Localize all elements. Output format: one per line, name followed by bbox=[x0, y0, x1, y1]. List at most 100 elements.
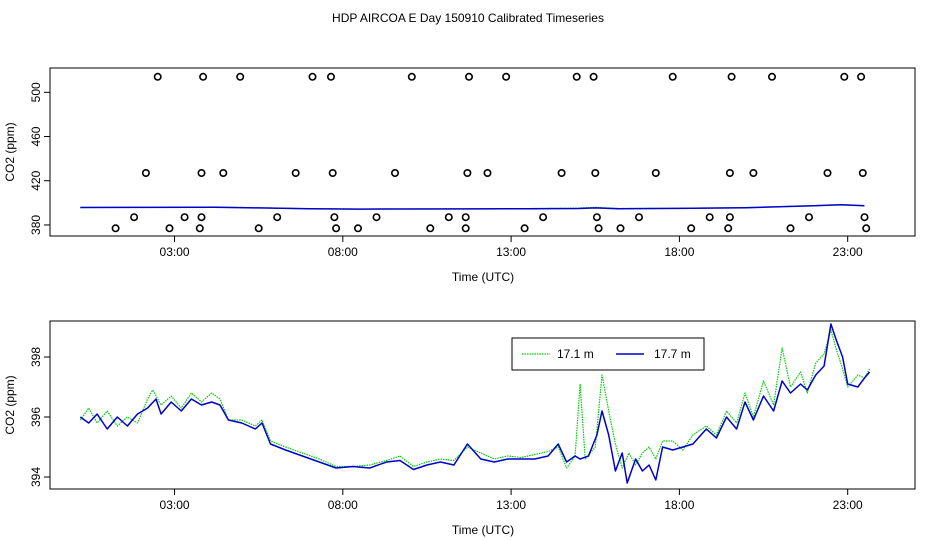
outlier-point bbox=[651, 169, 660, 178]
top-x-tick-label: 13:00 bbox=[496, 245, 526, 259]
outlier-point bbox=[180, 213, 189, 222]
figure-title: HDP AIRCOA E Day 150910 Calibrated Times… bbox=[332, 11, 604, 25]
outlier-point bbox=[860, 213, 869, 222]
outlier-point bbox=[589, 72, 598, 81]
legend-label-17-1m: 17.1 m bbox=[557, 347, 594, 361]
bottom-y-tick-label: 394 bbox=[29, 467, 43, 487]
top-x-tick-label: 18:00 bbox=[664, 245, 694, 259]
outlier-point bbox=[130, 213, 139, 222]
bottom-y-tick-label: 396 bbox=[29, 407, 43, 427]
outlier-point bbox=[858, 169, 867, 178]
outlier-point bbox=[291, 169, 300, 178]
top-y-tick-label: 420 bbox=[29, 170, 43, 190]
outlier-point bbox=[326, 72, 335, 81]
outlier-point bbox=[219, 169, 228, 178]
outlier-point bbox=[725, 169, 734, 178]
outlier-point bbox=[372, 213, 381, 222]
bottom-y-axis-label: CO2 (ppm) bbox=[3, 375, 17, 434]
outlier-point bbox=[727, 72, 736, 81]
outlier-point bbox=[705, 213, 714, 222]
outlier-point bbox=[330, 213, 339, 222]
top-series-group bbox=[80, 203, 865, 210]
outlier-point bbox=[767, 72, 776, 81]
outlier-point bbox=[328, 169, 337, 178]
top-plot-frame bbox=[49, 67, 916, 237]
outlier-point bbox=[616, 224, 625, 233]
top-x-tick-label: 08:00 bbox=[328, 245, 358, 259]
bottom-plot-frame bbox=[49, 320, 916, 490]
outlier-point bbox=[857, 72, 866, 81]
bottom-x-tick-label: 23:00 bbox=[833, 498, 863, 512]
outlier-point bbox=[236, 72, 245, 81]
outlier-point bbox=[444, 213, 453, 222]
top-y-tick-label: 380 bbox=[29, 215, 43, 235]
bottom-x-axis-label: Time (UTC) bbox=[452, 523, 514, 537]
outlier-point bbox=[572, 72, 581, 81]
top-x-tick-label: 03:00 bbox=[160, 245, 190, 259]
bottom-x-tick-label: 13:00 bbox=[496, 498, 526, 512]
top-x-axis-label: Time (UTC) bbox=[452, 270, 514, 284]
legend: 17.1 m 17.7 m bbox=[511, 337, 705, 371]
outlier-point bbox=[308, 72, 317, 81]
outlier-point bbox=[502, 72, 511, 81]
top-x-axis: 03:00 08:00 13:00 18:00 23:00 bbox=[160, 236, 863, 259]
outlier-point bbox=[823, 169, 832, 178]
outlier-point bbox=[539, 213, 548, 222]
top-y-axis-label: CO2 (ppm) bbox=[3, 122, 17, 181]
outlier-point bbox=[390, 169, 399, 178]
outlier-point bbox=[165, 224, 174, 233]
outlier-point bbox=[199, 72, 208, 81]
outlier-point bbox=[724, 224, 733, 233]
outlier-point bbox=[591, 169, 600, 178]
outlier-point bbox=[840, 72, 849, 81]
outlier-point bbox=[749, 169, 758, 178]
outlier-point bbox=[463, 169, 472, 178]
outlier-point bbox=[426, 224, 435, 233]
outlier-point bbox=[195, 224, 204, 233]
outlier-point bbox=[557, 169, 566, 178]
bottom-y-tick-label: 398 bbox=[29, 347, 43, 367]
bottom-x-axis: 03:00 08:00 13:00 18:00 23:00 bbox=[160, 489, 863, 512]
outlier-point bbox=[353, 224, 362, 233]
outlier-point bbox=[862, 224, 871, 233]
outlier-point bbox=[594, 224, 603, 233]
legend-box bbox=[511, 337, 705, 371]
bottom-y-axis: 394 396 398 bbox=[29, 347, 50, 487]
outlier-point bbox=[592, 213, 601, 222]
outlier-point bbox=[141, 169, 150, 178]
outlier-point bbox=[634, 213, 643, 222]
bottom-panel: 03:00 08:00 13:00 18:00 23:00 394 396 398 Time… bbox=[3, 320, 916, 537]
top-y-tick-label: 460 bbox=[29, 126, 43, 146]
legend-label-17-7m: 17.7 m bbox=[654, 347, 691, 361]
outlier-point bbox=[668, 72, 677, 81]
outlier-point bbox=[407, 72, 416, 81]
outlier-point bbox=[111, 224, 120, 233]
bottom-series-group bbox=[79, 323, 871, 484]
outlier-point bbox=[254, 224, 263, 233]
outlier-point bbox=[464, 72, 473, 81]
top-outlier-group bbox=[111, 72, 871, 233]
bottom-x-tick-label: 18:00 bbox=[664, 498, 694, 512]
top-x-tick-label: 23:00 bbox=[833, 245, 863, 259]
bottom-series-line-s171 bbox=[79, 329, 871, 469]
outlier-point bbox=[520, 224, 529, 233]
outlier-point bbox=[197, 169, 206, 178]
outlier-point bbox=[804, 213, 813, 222]
outlier-point bbox=[687, 224, 696, 233]
outlier-point bbox=[197, 213, 206, 222]
outlier-point bbox=[483, 169, 492, 178]
outlier-point bbox=[153, 72, 162, 81]
bottom-x-tick-label: 03:00 bbox=[160, 498, 190, 512]
bottom-series-line-s177 bbox=[79, 323, 871, 484]
top-panel: 03:00 08:00 13:00 18:00 23:00 380 420 460 500 T… bbox=[3, 67, 916, 284]
outlier-point bbox=[461, 213, 470, 222]
top-series-line-s177 bbox=[80, 204, 865, 210]
top-y-tick-label: 500 bbox=[29, 82, 43, 102]
top-y-axis: 380 420 460 500 bbox=[29, 82, 50, 235]
bottom-x-tick-label: 08:00 bbox=[328, 498, 358, 512]
outlier-point bbox=[273, 213, 282, 222]
outlier-point bbox=[725, 213, 734, 222]
outlier-point bbox=[332, 224, 341, 233]
outlier-point bbox=[786, 224, 795, 233]
